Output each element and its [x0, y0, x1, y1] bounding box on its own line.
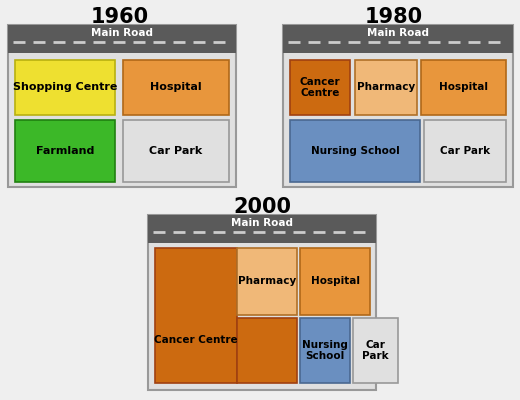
Text: Shopping Centre: Shopping Centre [13, 82, 117, 92]
Text: Cancer
Centre: Cancer Centre [300, 77, 340, 98]
Text: Hospital: Hospital [150, 82, 202, 92]
Bar [15, 120, 115, 182]
Text: Pharmacy: Pharmacy [238, 276, 296, 286]
Bar [300, 318, 350, 383]
Bar [155, 248, 237, 383]
Bar [8, 25, 236, 187]
Text: 2000: 2000 [233, 197, 291, 217]
Bar [300, 248, 370, 315]
Bar [148, 215, 376, 243]
Text: Main Road: Main Road [367, 28, 429, 38]
Text: Car
Park: Car Park [362, 340, 389, 361]
Bar [283, 25, 513, 53]
Text: Car Park: Car Park [149, 146, 203, 156]
Text: Farmland: Farmland [36, 146, 94, 156]
Bar [148, 215, 376, 390]
Bar [421, 60, 506, 115]
Bar [290, 60, 350, 115]
Bar [424, 120, 506, 182]
Text: Pharmacy: Pharmacy [357, 82, 415, 92]
Text: Main Road: Main Road [91, 28, 153, 38]
Bar [290, 120, 420, 182]
Text: Cancer Centre: Cancer Centre [154, 335, 238, 345]
Bar [123, 120, 229, 182]
Bar [237, 248, 297, 315]
Text: Hospital: Hospital [439, 82, 488, 92]
Text: Main Road: Main Road [231, 218, 293, 228]
Bar [353, 318, 398, 383]
Text: 1960: 1960 [91, 7, 149, 27]
Bar [123, 60, 229, 115]
Bar [283, 25, 513, 187]
Text: Car Park: Car Park [440, 146, 490, 156]
Text: Nursing
School: Nursing School [302, 340, 348, 361]
Text: Hospital: Hospital [310, 276, 359, 286]
Bar [237, 318, 297, 383]
Bar [8, 25, 236, 53]
Text: 1980: 1980 [365, 7, 423, 27]
Bar [355, 60, 417, 115]
Text: Nursing School: Nursing School [310, 146, 399, 156]
Bar [15, 60, 115, 115]
